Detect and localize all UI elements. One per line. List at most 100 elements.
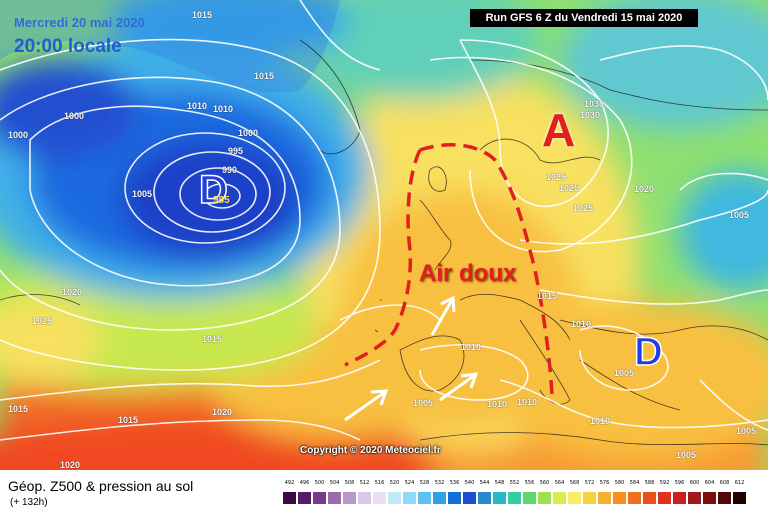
scale-tick-label: 540 [464,480,475,486]
scale-tick-label: 600 [689,480,700,486]
scale-color-swatch [598,492,611,504]
high-pressure-symbol: A [542,104,576,156]
scale-color-swatch [283,492,296,504]
isobar-label: 1005 [614,368,635,378]
isobar-label: 1020 [60,460,81,470]
low-pressure-symbol-atlantic: D [198,167,228,213]
scale-color-swatch [658,492,671,504]
scale-tick-label: 564 [554,480,565,486]
scale-tick-label: 500 [314,480,325,486]
isobar-label: 995 [228,146,244,156]
scale-color-swatch [418,492,431,504]
scale-tick-label: 612 [734,480,745,486]
scale-color-swatch [313,492,326,504]
scale-color-swatch [733,492,746,504]
map-title: Géop. Z500 & pression au sol [8,478,194,494]
scale-color-swatch [673,492,686,504]
scale-tick-label: 568 [569,480,580,486]
isobar-label: 1005 [676,450,697,460]
warm-air-label: Air doux [419,260,517,287]
scale-color-swatch [628,492,641,504]
scale-tick-label: 524 [404,480,415,486]
isobar-label: 990 [222,165,238,175]
run-info-badge: Run GFS 6 Z du Vendredi 15 mai 2020 [470,9,698,27]
scale-color-swatch [358,492,371,504]
isobar-label: 1025 [32,316,53,326]
isobar-label: 1005 [729,210,750,220]
scale-tick-label: 592 [659,480,670,486]
isobar-label: 1025 [573,203,594,213]
isobar-label: 1015 [254,71,275,81]
isobar-label: 1025 [559,183,580,193]
isobar-label: 1015 [202,334,223,344]
scale-color-swatch [343,492,356,504]
scale-tick-label: 596 [674,480,685,486]
scale-tick-label: 544 [479,480,490,486]
scale-tick-label: 576 [599,480,610,486]
scale-tick-label: 552 [509,480,520,486]
scale-tick-label: 580 [614,480,625,486]
scale-color-swatch [568,492,581,504]
scale-tick-label: 584 [629,480,640,486]
scale-color-swatch [508,492,521,504]
scale-color-swatch [298,492,311,504]
scale-color-swatch [493,492,506,504]
scale-tick-label: 536 [449,480,460,486]
scale-color-swatch [688,492,701,504]
scale-tick-label: 508 [344,480,355,486]
color-scale-legend: 492 496 500 504 508 512 516 520 524 528 532 536 540 5… [283,480,749,506]
scale-color-swatch [328,492,341,504]
isobar-label: 1000 [64,111,85,121]
scale-tick-label: 560 [539,480,550,486]
scale-color-swatch [583,492,596,504]
isobar-label: 1010 [571,319,592,329]
scale-tick-label: 604 [704,480,715,486]
scale-tick-label: 504 [329,480,340,486]
isobar-label: 1000 [238,128,259,138]
low-center-value: 985 [213,195,230,206]
isobar-label: 1020 [634,184,655,194]
isobar-label: 1005 [413,398,434,408]
scale-tick-label: 492 [284,480,295,486]
scale-tick-label: 516 [374,480,385,486]
scale-tick-label: 608 [719,480,730,486]
isobar-label: 1010 [461,342,482,352]
scale-tick-label: 572 [584,480,595,486]
isobar-label: 1010 [517,397,538,407]
isobar-label: 1015 [118,415,139,425]
isobar-label: 1025 [546,172,567,182]
scale-color-swatch [613,492,626,504]
isobar-label: 1010 [590,416,611,426]
scale-tick-label: 496 [299,480,310,486]
low-pressure-symbol-east: D [633,329,663,375]
scale-tick-label: 528 [419,480,430,486]
scale-color-swatch [373,492,386,504]
scale-tick-label: 520 [389,480,400,486]
weather-map [0,0,768,470]
isobar-label: 1015 [192,10,213,20]
isobar-label: 1030 [584,99,605,109]
scale-color-swatch [448,492,461,504]
copyright: Copyright © 2020 Meteociel.fr [300,445,441,456]
isobar-label: 1020 [62,287,83,297]
scale-color-swatch [388,492,401,504]
scale-color-swatch [703,492,716,504]
geopotential-field [0,0,768,470]
isobar-label: 1010 [213,104,234,114]
isobars [0,0,768,441]
isobar-label: 1000 [8,130,29,140]
scale-color-swatch [553,492,566,504]
isobar-label: 1005 [736,426,757,436]
advection-arrows [344,295,479,422]
isobar-label: 1005 [132,189,153,199]
scale-color-swatch [718,492,731,504]
scale-tick-label: 512 [359,480,370,486]
scale-tick-label: 532 [434,480,445,486]
scale-tick-label: 548 [494,480,505,486]
forecast-time: 20:00 locale [14,36,122,57]
forecast-lead-time: (+ 132h) [10,497,48,508]
isobar-label: 1015 [8,404,29,414]
isobar-label: 1010 [487,399,508,409]
forecast-date: Mercredi 20 mai 2020 [14,15,145,30]
